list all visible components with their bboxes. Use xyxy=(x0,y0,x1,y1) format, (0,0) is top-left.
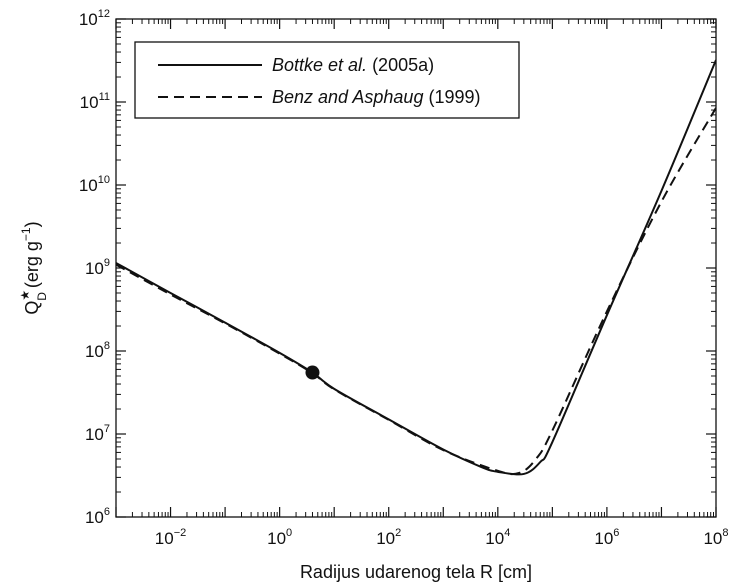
x-tick-label: 104 xyxy=(485,527,510,548)
axis-ticks xyxy=(115,18,717,518)
y-tick-base: 10 xyxy=(79,176,98,195)
legend-benz-rest: (1999) xyxy=(423,87,480,107)
tick-labels: 10−2 100 102 104 106 108106107108109101010111… xyxy=(79,8,729,548)
legend-box xyxy=(134,41,520,119)
x-tick-exp: 2 xyxy=(395,527,401,539)
y-tick-base: 10 xyxy=(85,259,104,278)
x-tick-exp: −2 xyxy=(174,527,187,539)
x-tick-exp: 8 xyxy=(722,527,728,539)
x-tick-base: 10 xyxy=(703,529,722,548)
x-axis-label: Radijus udarenog tela R [cm] xyxy=(300,562,532,582)
x-tick-label: 100 xyxy=(267,527,292,548)
y-tick-exp: 12 xyxy=(98,8,110,20)
y-tick-exp: 11 xyxy=(99,91,110,103)
y-tick-exp: 6 xyxy=(104,506,110,518)
y-tick-label: 1011 xyxy=(80,91,110,112)
x-tick-exp: 4 xyxy=(504,527,510,539)
y-label-main: Q xyxy=(22,301,42,315)
data-point-marker xyxy=(305,365,320,380)
y-tick-exp: 7 xyxy=(104,423,110,435)
x-tick-base: 10 xyxy=(267,529,286,548)
series-layer xyxy=(116,59,716,476)
x-tick-exp: 6 xyxy=(613,527,619,539)
y-tick-label: 1012 xyxy=(79,8,110,29)
y-tick-label: 108 xyxy=(85,340,110,361)
series-line-benz xyxy=(116,107,716,476)
y-tick-label: 106 xyxy=(85,506,110,527)
x-tick-base: 10 xyxy=(594,529,613,548)
x-tick-exp: 0 xyxy=(286,527,292,539)
x-tick-label: 102 xyxy=(376,527,401,548)
legend: Bottke et al. (2005a) Benz and Asphaug (… xyxy=(134,41,520,119)
x-tick-label: 106 xyxy=(594,527,619,548)
legend-label-benz: Benz and Asphaug (1999) xyxy=(272,87,481,107)
legend-bottke-italic: Bottke et al. xyxy=(272,55,367,75)
y-tick-exp: 8 xyxy=(104,340,110,352)
y-label-units-pre: (erg g xyxy=(22,241,42,288)
x-tick-label: 10−2 xyxy=(155,527,186,548)
y-tick-base: 10 xyxy=(85,342,104,361)
y-axis-label: Q★ D (erg g−1) xyxy=(18,221,49,314)
y-tick-label: 109 xyxy=(85,257,110,278)
y-tick-exp: 9 xyxy=(104,257,110,269)
y-label-star: ★ xyxy=(18,290,32,301)
y-tick-base: 10 xyxy=(85,425,104,444)
legend-benz-italic: Benz and Asphaug xyxy=(272,87,423,107)
x-tick-base: 10 xyxy=(485,529,504,548)
y-label-sub: D xyxy=(35,292,49,301)
y-tick-base: 10 xyxy=(79,10,98,29)
y-label-units-sup: −1 xyxy=(19,227,33,241)
y-label-units-post: ) xyxy=(22,221,42,227)
x-tick-base: 10 xyxy=(376,529,395,548)
x-tick-base: 10 xyxy=(155,529,174,548)
legend-bottke-rest: (2005a) xyxy=(367,55,434,75)
y-tick-label: 107 xyxy=(85,423,110,444)
marker-layer xyxy=(305,365,320,380)
y-tick-label: 1010 xyxy=(79,174,110,195)
y-tick-base: 10 xyxy=(80,93,99,112)
x-tick-label: 108 xyxy=(703,527,728,548)
legend-label-bottke: Bottke et al. (2005a) xyxy=(272,55,434,75)
y-tick-base: 10 xyxy=(85,508,104,527)
series-line-bottke xyxy=(116,59,716,476)
y-tick-exp: 10 xyxy=(98,174,110,186)
